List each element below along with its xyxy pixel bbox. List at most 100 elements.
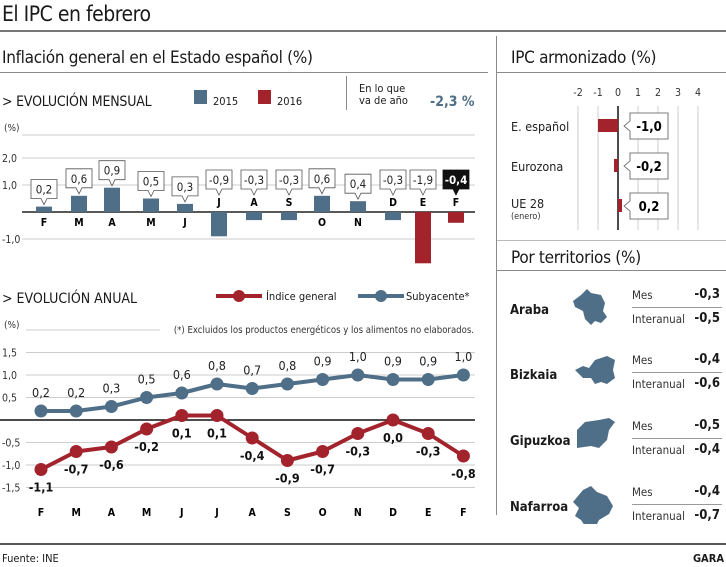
data-label: 0,1 xyxy=(207,426,227,441)
data-label: 0,3 xyxy=(177,180,193,194)
bar xyxy=(36,206,52,212)
data-label: -0,3 xyxy=(244,173,264,187)
territories-left-divider xyxy=(496,270,497,515)
section-divider xyxy=(496,36,497,344)
harmonized-heading: IPC armonizado (%) xyxy=(511,48,657,68)
data-label: 0,9 xyxy=(104,164,120,178)
x-tick-label: J xyxy=(179,507,184,519)
data-label: 0,9 xyxy=(314,354,332,369)
data-point xyxy=(280,454,294,467)
row-divider xyxy=(632,307,722,308)
data-label: 0,5 xyxy=(138,372,156,387)
data-label: 0,2 xyxy=(32,385,50,400)
interanual-label: Interanual xyxy=(632,377,685,391)
x-tick-label: 3 xyxy=(675,87,681,99)
data-label: 0,6 xyxy=(173,367,191,382)
territory-map-icon xyxy=(575,356,615,384)
mes-label: Mes xyxy=(632,419,653,433)
ytd-label-line1: En lo que xyxy=(359,82,406,95)
legend-label-general: Índice general xyxy=(266,290,337,303)
x-tick-label: J xyxy=(216,197,221,209)
data-point xyxy=(210,409,224,422)
x-tick-label: E xyxy=(425,507,431,519)
data-point xyxy=(386,373,400,386)
data-label: 0,4 xyxy=(350,177,366,191)
data-label: 0,6 xyxy=(71,172,87,186)
y-tick-label: 0,5 xyxy=(2,393,17,405)
data-point xyxy=(104,440,118,454)
ytd-value: -2,3 % xyxy=(430,94,475,110)
data-point xyxy=(280,377,294,391)
data-label: -0,3 xyxy=(383,173,403,187)
x-tick-label: 1 xyxy=(635,87,641,99)
legend-swatch-2015 xyxy=(194,90,207,104)
data-label: -0,4 xyxy=(240,448,265,463)
x-tick-label: -1 xyxy=(593,87,602,99)
row-divider xyxy=(632,372,722,373)
bar xyxy=(143,198,159,212)
row-divider xyxy=(632,504,722,505)
x-tick-label: M xyxy=(74,217,83,229)
legend-label-subyacente: Subyacente* xyxy=(406,290,470,303)
data-label: 0,1 xyxy=(172,426,192,441)
ytd-divider xyxy=(346,76,347,110)
legend-icon-general xyxy=(216,290,262,302)
legend-icon-subyacente xyxy=(358,290,404,302)
territories-heading-divider xyxy=(497,270,726,271)
bar xyxy=(246,212,262,221)
data-label: 0,2 xyxy=(36,183,52,197)
y-axis-unit: (%) xyxy=(4,123,20,134)
y-axis-unit: (%) xyxy=(4,320,20,331)
harmonized-bar-chart: -2 -1 0 1 2 3 4 E. español -1,0 Eurozona -0,2 UE 28… xyxy=(511,87,701,230)
data-label: -0,3 xyxy=(416,444,441,459)
data-point xyxy=(456,449,470,463)
data-label: 0,8 xyxy=(208,358,226,373)
x-tick-label: N xyxy=(354,507,362,519)
x-tick-label: F xyxy=(38,507,44,519)
mes-value: -0,5 xyxy=(694,418,720,433)
data-label: -0,2 xyxy=(134,439,159,454)
data-label: -0,6 xyxy=(99,457,124,472)
category-label: UE 28 xyxy=(511,196,544,211)
bar xyxy=(281,212,297,221)
mes-label: Mes xyxy=(632,288,653,302)
data-point xyxy=(316,445,330,458)
category-note: (enero) xyxy=(511,212,541,222)
monthly-bar-chart: (%) 2,0 1,0 -1,0 F 0,2 M 0,6 A 0,9 M 0,5 J 0,3 J -0,9 A -… xyxy=(2,123,475,264)
value-callout xyxy=(442,169,470,196)
value-callout xyxy=(275,169,303,196)
x-tick-label: F xyxy=(453,197,459,209)
bar xyxy=(415,212,431,264)
interanual-value: -0,6 xyxy=(694,376,720,391)
y-tick-label: 2,0 xyxy=(2,153,17,165)
value-callout xyxy=(409,169,437,196)
x-tick-label: E xyxy=(420,197,426,209)
x-tick-label: 2 xyxy=(655,87,661,99)
harmonized-divider xyxy=(497,72,726,73)
data-label: 0,9 xyxy=(419,354,437,369)
value-callout xyxy=(344,173,372,201)
monthly-heading: > EVOLUCIÓN MENSUAL xyxy=(2,94,152,110)
data-label: -1,9 xyxy=(413,173,433,187)
territory-map-icon xyxy=(577,418,615,448)
data-label: 0,5 xyxy=(143,175,159,189)
x-tick-label: 0 xyxy=(615,87,621,99)
value-callout xyxy=(171,176,199,203)
data-label: -0,9 xyxy=(275,471,300,486)
value-callout xyxy=(623,112,669,140)
territories-heading: Por territorios (%) xyxy=(511,248,641,268)
page-title: El IPC en febrero xyxy=(2,2,151,26)
x-tick-label: S xyxy=(286,197,293,209)
data-label: -0,2 xyxy=(636,160,662,175)
data-point xyxy=(316,373,330,386)
y-tick-label: 1,5 xyxy=(2,348,17,360)
mes-value: -0,3 xyxy=(694,287,720,302)
data-point xyxy=(140,422,154,436)
bar xyxy=(104,187,120,212)
y-tick-label: -1,0 xyxy=(2,460,20,472)
ytd-label: En lo que va de año xyxy=(359,83,408,107)
value-callout xyxy=(137,171,165,198)
data-point xyxy=(421,427,435,440)
y-tick-label: -1,0 xyxy=(2,234,20,246)
data-point xyxy=(351,427,365,440)
